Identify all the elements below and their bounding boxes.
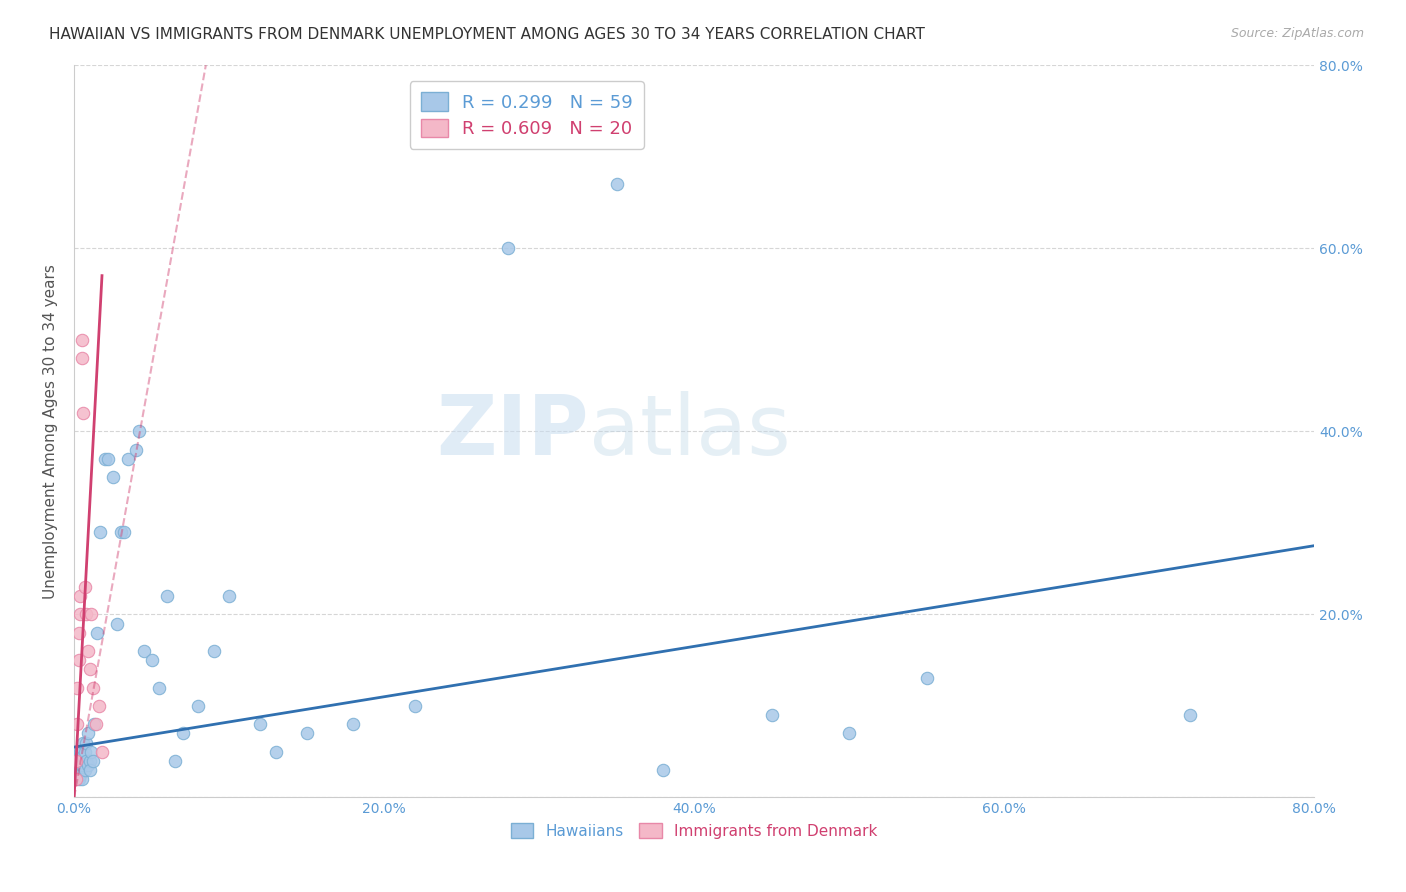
- Point: [70, 758, 93, 772]
- Point: [66, 767, 89, 781]
- Point: [125, 442, 148, 457]
- Point: [1178, 708, 1201, 723]
- Point: [404, 698, 426, 713]
- Point: [73, 763, 96, 777]
- Point: [67, 653, 90, 667]
- Point: [66, 681, 89, 695]
- Point: [117, 451, 139, 466]
- Point: [496, 241, 519, 255]
- Point: [156, 589, 179, 603]
- Point: [249, 717, 271, 731]
- Point: [69, 745, 91, 759]
- Text: ZIP: ZIP: [436, 391, 589, 472]
- Point: [67, 754, 90, 768]
- Point: [66, 754, 89, 768]
- Point: [110, 524, 132, 539]
- Text: HAWAIIAN VS IMMIGRANTS FROM DENMARK UNEMPLOYMENT AMONG AGES 30 TO 34 YEARS CORRE: HAWAIIAN VS IMMIGRANTS FROM DENMARK UNEM…: [49, 27, 925, 42]
- Point: [84, 717, 107, 731]
- Legend: Hawaiians, Immigrants from Denmark: Hawaiians, Immigrants from Denmark: [505, 816, 884, 845]
- Point: [82, 754, 104, 768]
- Point: [65, 763, 87, 777]
- Point: [915, 672, 938, 686]
- Point: [94, 451, 117, 466]
- Point: [89, 524, 111, 539]
- Text: atlas: atlas: [589, 391, 790, 472]
- Point: [77, 726, 100, 740]
- Point: [79, 754, 101, 768]
- Point: [77, 644, 100, 658]
- Point: [66, 745, 89, 759]
- Point: [112, 524, 135, 539]
- Point: [128, 424, 150, 438]
- Point: [69, 607, 91, 622]
- Point: [163, 754, 186, 768]
- Point: [187, 698, 209, 713]
- Point: [67, 625, 90, 640]
- Point: [73, 580, 96, 594]
- Point: [101, 470, 124, 484]
- Point: [107, 616, 129, 631]
- Point: [65, 754, 87, 768]
- Point: [65, 754, 87, 768]
- Point: [76, 735, 98, 749]
- Point: [76, 754, 98, 768]
- Point: [342, 717, 364, 731]
- Point: [80, 607, 103, 622]
- Point: [79, 662, 101, 676]
- Point: [76, 607, 98, 622]
- Point: [67, 772, 90, 786]
- Point: [80, 745, 103, 759]
- Point: [264, 745, 287, 759]
- Point: [838, 726, 860, 740]
- Point: [83, 717, 105, 731]
- Point: [67, 763, 90, 777]
- Point: [77, 758, 100, 772]
- Point: [70, 772, 93, 786]
- Point: [70, 754, 93, 768]
- Point: [218, 589, 240, 603]
- Y-axis label: Unemployment Among Ages 30 to 34 years: Unemployment Among Ages 30 to 34 years: [44, 264, 58, 599]
- Point: [65, 772, 87, 786]
- Point: [606, 177, 628, 191]
- Point: [202, 644, 225, 658]
- Point: [172, 726, 194, 740]
- Point: [70, 333, 93, 347]
- Point: [72, 749, 94, 764]
- Point: [295, 726, 318, 740]
- Point: [79, 763, 101, 777]
- Point: [761, 708, 783, 723]
- Point: [70, 351, 93, 365]
- Point: [652, 763, 675, 777]
- Point: [69, 767, 91, 781]
- Point: [69, 763, 91, 777]
- Point: [72, 406, 94, 420]
- Point: [72, 735, 94, 749]
- Point: [86, 625, 108, 640]
- Point: [66, 717, 89, 731]
- Point: [132, 644, 155, 658]
- Point: [87, 698, 110, 713]
- Point: [69, 589, 91, 603]
- Text: Source: ZipAtlas.com: Source: ZipAtlas.com: [1230, 27, 1364, 40]
- Point: [73, 745, 96, 759]
- Point: [91, 745, 114, 759]
- Point: [97, 451, 120, 466]
- Point: [148, 681, 170, 695]
- Point: [141, 653, 163, 667]
- Point: [82, 681, 104, 695]
